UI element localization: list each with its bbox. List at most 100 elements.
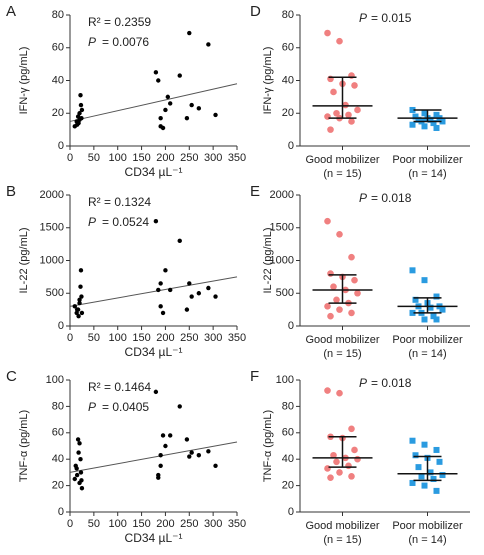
- p-value: = 0.0405: [102, 400, 149, 414]
- x-tick-label: 300: [204, 152, 222, 164]
- data-point: [75, 114, 81, 119]
- y-tick-label: 40: [52, 74, 64, 86]
- y-tick-label: 2000: [40, 189, 64, 201]
- x-tick-label: 100: [109, 332, 127, 344]
- data-point: [74, 472, 80, 478]
- data-point: [196, 291, 202, 296]
- x-tick-label: 300: [204, 518, 222, 530]
- data-point: [206, 42, 211, 47]
- data-point: [79, 115, 84, 121]
- y-tick-label: 20: [52, 480, 64, 492]
- y-tick-label: 0: [288, 140, 294, 152]
- data-point: [412, 113, 419, 120]
- data-point: [324, 387, 331, 394]
- y-tick-label: 40: [282, 74, 294, 86]
- data-point: [76, 313, 81, 319]
- x-tick-note: (n = 14): [408, 534, 446, 546]
- data-point: [433, 111, 440, 118]
- data-point: [163, 268, 168, 273]
- data-point: [72, 304, 77, 309]
- x-axis-label: CD34 µL⁻¹: [125, 345, 183, 359]
- data-point: [345, 462, 352, 470]
- y-tick-label: 500: [276, 287, 294, 299]
- data-point: [74, 307, 80, 312]
- x-tick-label: 350: [228, 518, 246, 530]
- data-point: [160, 310, 166, 316]
- data-point: [156, 78, 161, 83]
- panel-letter: A: [6, 3, 16, 20]
- panel-letter: B: [6, 183, 16, 200]
- y-axis-label: IFN-γ (pg/mL): [262, 47, 274, 115]
- data-point: [342, 101, 349, 109]
- data-point: [196, 106, 202, 111]
- y-tick-label: 20: [282, 480, 294, 492]
- data-point: [163, 443, 168, 449]
- data-point: [168, 433, 173, 438]
- y-tick-label: 100: [46, 374, 64, 386]
- y-tick-label: 60: [52, 427, 64, 439]
- data-point: [427, 304, 434, 311]
- data-point: [78, 268, 84, 273]
- trend-line: [69, 83, 238, 122]
- data-point: [330, 283, 337, 291]
- data-point: [74, 310, 79, 316]
- y-tick-label: 500: [46, 287, 64, 299]
- y-tick-label: 80: [282, 400, 294, 412]
- x-axis-label: CD34 µL⁻¹: [125, 531, 183, 545]
- data-point: [436, 458, 443, 465]
- p-symbol: P: [88, 35, 96, 49]
- x-tick-label: 200: [156, 518, 174, 530]
- x-tick-note: (n = 15): [323, 348, 361, 360]
- data-point: [421, 110, 428, 117]
- data-point: [418, 473, 425, 480]
- data-point: [165, 94, 171, 100]
- p-symbol: P: [359, 376, 367, 390]
- data-point: [158, 281, 163, 286]
- data-point: [187, 454, 192, 459]
- x-tick-label: 100: [109, 518, 127, 530]
- data-point: [433, 446, 440, 453]
- p-symbol: P: [359, 191, 367, 205]
- x-tick-label: 0: [67, 152, 73, 164]
- data-point: [330, 451, 337, 459]
- data-point: [77, 297, 82, 302]
- p-value: = 0.0524: [102, 215, 149, 229]
- y-tick-label: 60: [282, 42, 294, 54]
- p-value: = 0.018: [371, 376, 412, 390]
- data-point: [421, 482, 428, 489]
- x-tick-label: Good mobilizer: [306, 520, 380, 532]
- data-point: [75, 437, 81, 442]
- y-tick-label: 80: [282, 9, 294, 21]
- y-tick-label: 0: [58, 506, 64, 518]
- data-point: [153, 389, 159, 395]
- data-point: [351, 446, 358, 454]
- data-point: [345, 111, 352, 119]
- x-tick-label: 200: [156, 332, 174, 344]
- r-squared: R² = 0.2359: [88, 15, 151, 29]
- y-tick-label: 40: [52, 453, 64, 465]
- data-point: [427, 116, 434, 123]
- data-point: [74, 122, 80, 127]
- data-point: [213, 294, 218, 299]
- p-symbol: P: [359, 11, 367, 25]
- data-point: [421, 316, 428, 323]
- x-tick-note: (n = 14): [408, 348, 446, 360]
- y-tick-label: 1500: [40, 222, 64, 234]
- y-tick-label: 1500: [270, 222, 294, 234]
- x-tick-label: 200: [156, 152, 174, 164]
- data-point: [336, 389, 343, 397]
- data-point: [77, 111, 82, 116]
- data-point: [336, 37, 343, 45]
- data-point: [433, 316, 440, 323]
- data-point: [158, 304, 163, 309]
- x-tick-label: 250: [180, 518, 198, 530]
- data-point: [196, 453, 202, 458]
- x-tick-note: (n = 15): [323, 534, 361, 546]
- panel-letter: C: [6, 368, 17, 385]
- x-tick-label: Poor mobilizer: [392, 154, 463, 166]
- x-tick-label: Good mobilizer: [306, 154, 380, 166]
- data-point: [336, 469, 343, 476]
- data-point: [189, 294, 194, 299]
- data-point: [324, 465, 331, 472]
- y-axis-label: TNF-α (pg/mL): [262, 410, 274, 482]
